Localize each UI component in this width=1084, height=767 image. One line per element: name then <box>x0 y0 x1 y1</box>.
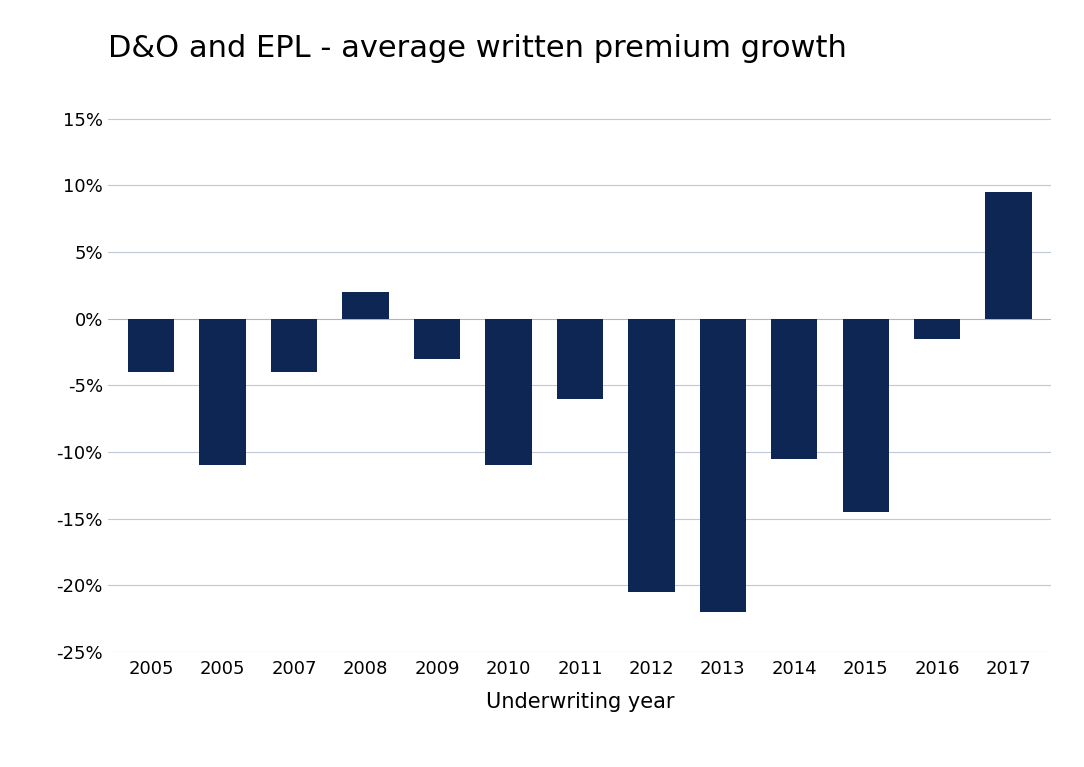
Bar <box>343 292 389 318</box>
Text: D&O and EPL - average written premium growth: D&O and EPL - average written premium gr… <box>108 35 848 64</box>
Bar <box>486 318 532 466</box>
Bar <box>199 318 246 466</box>
Bar <box>557 318 603 399</box>
Bar <box>271 318 318 372</box>
Bar <box>414 318 461 359</box>
Bar <box>628 318 674 592</box>
Bar <box>771 318 817 459</box>
Bar <box>985 192 1032 318</box>
X-axis label: Underwriting year: Underwriting year <box>486 692 674 713</box>
Bar <box>128 318 175 372</box>
Bar <box>914 318 960 339</box>
Bar <box>842 318 889 512</box>
Bar <box>699 318 746 612</box>
